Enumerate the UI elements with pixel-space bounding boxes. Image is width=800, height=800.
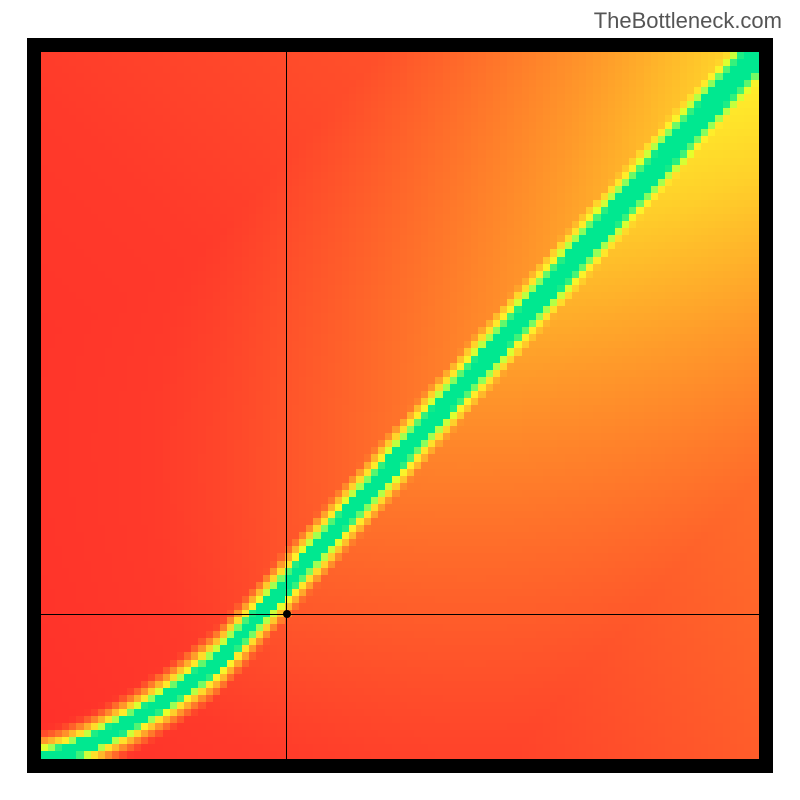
- watermark-text: TheBottleneck.com: [594, 8, 782, 34]
- crosshair-horizontal: [41, 614, 759, 615]
- container: TheBottleneck.com: [0, 0, 800, 800]
- crosshair-vertical: [286, 52, 287, 759]
- heatmap-canvas: [41, 52, 759, 759]
- crosshair-dot: [283, 610, 291, 618]
- chart-frame: [27, 38, 773, 773]
- plot-area: [41, 52, 759, 759]
